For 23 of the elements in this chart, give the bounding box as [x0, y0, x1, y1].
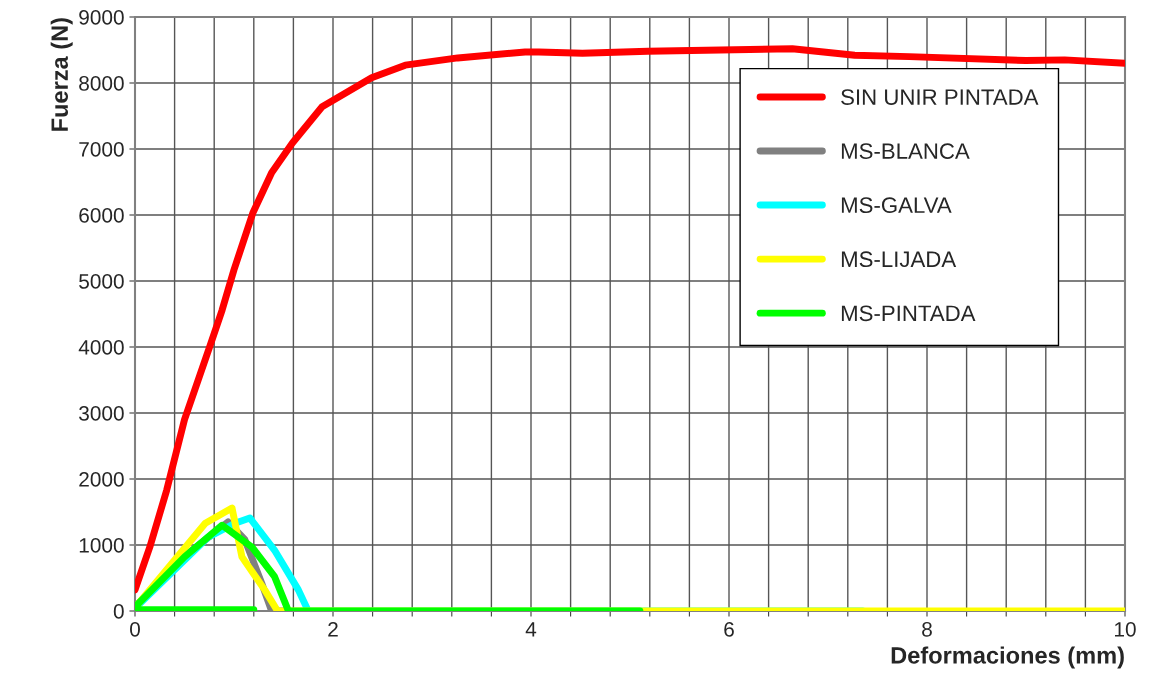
y-tick-label: 4000: [78, 340, 124, 355]
y-tick-label: 3000: [79, 406, 124, 421]
x-tick-label: 8: [922, 621, 932, 637]
legend-label: MS-GALVA: [841, 197, 952, 214]
x-tick-label: 4: [525, 622, 537, 637]
legend-label: MS-LIJADA: [841, 251, 957, 268]
y-tick-label: 5000: [79, 274, 124, 289]
legend-label: SIN UNIR PINTADA: [841, 89, 1039, 105]
x-tick-label: 2: [328, 621, 338, 637]
y-tick-label: 8000: [79, 76, 124, 91]
y-tick-label: 7000: [79, 142, 124, 157]
y-tick-label: 6000: [79, 208, 124, 223]
y-tick-label: 0: [113, 604, 124, 619]
x-tick-label: 0: [130, 621, 140, 637]
legend-label: MS-PINTADA: [841, 305, 976, 322]
y-tick-label: 1000: [79, 538, 124, 553]
y-tick-label: 9000: [79, 10, 124, 25]
x-tick-label: 10: [1115, 621, 1136, 637]
y-axis-title: Fuerza (N): [50, 18, 73, 131]
legend-label: MS-BLANCA: [841, 143, 970, 159]
y-tick-label: 2000: [79, 472, 124, 487]
x-tick-label: 6: [724, 621, 734, 637]
x-axis-title: Deformaciones (mm): [891, 646, 1124, 669]
